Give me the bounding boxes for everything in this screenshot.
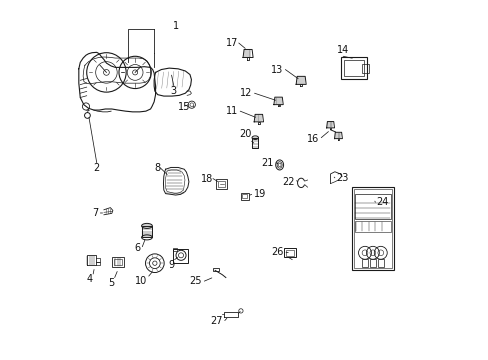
Text: 25: 25 xyxy=(189,276,202,286)
Bar xyxy=(353,189,391,268)
Text: 3: 3 xyxy=(170,86,177,96)
Text: 15: 15 xyxy=(178,102,190,112)
Text: 6: 6 xyxy=(134,243,140,253)
Bar xyxy=(354,221,390,232)
Text: 22: 22 xyxy=(282,177,294,187)
Bar xyxy=(354,194,390,220)
Bar xyxy=(362,64,368,73)
Bar xyxy=(142,226,152,237)
Bar xyxy=(173,248,177,251)
Text: 5: 5 xyxy=(108,278,115,288)
Text: 13: 13 xyxy=(270,64,283,75)
Bar xyxy=(377,259,383,267)
Text: 8: 8 xyxy=(154,163,160,173)
Text: 16: 16 xyxy=(306,134,319,144)
Bar xyxy=(213,267,219,271)
Bar xyxy=(217,181,225,187)
Text: 20: 20 xyxy=(239,129,251,139)
Bar xyxy=(344,60,363,76)
Bar xyxy=(362,259,367,267)
Text: 23: 23 xyxy=(335,173,347,183)
Text: 18: 18 xyxy=(200,174,212,184)
Text: 2: 2 xyxy=(93,163,100,173)
Bar xyxy=(285,249,293,256)
Bar xyxy=(351,187,393,270)
Text: 21: 21 xyxy=(261,158,273,168)
Bar xyxy=(242,194,247,198)
Text: 4: 4 xyxy=(87,274,93,284)
Bar xyxy=(369,259,375,267)
Text: 27: 27 xyxy=(209,316,222,325)
Bar xyxy=(241,193,248,200)
Bar xyxy=(341,57,366,78)
Bar xyxy=(251,138,258,148)
Text: 9: 9 xyxy=(168,260,174,270)
Bar xyxy=(284,248,296,257)
Text: 19: 19 xyxy=(253,189,265,199)
Bar xyxy=(173,249,188,263)
Bar xyxy=(215,179,227,189)
Text: 17: 17 xyxy=(226,38,238,48)
Text: 12: 12 xyxy=(240,88,252,98)
Text: 1: 1 xyxy=(173,21,179,31)
Text: 11: 11 xyxy=(225,106,238,116)
Text: 24: 24 xyxy=(376,197,388,207)
Bar xyxy=(114,259,122,265)
Text: 10: 10 xyxy=(134,276,147,286)
Text: 7: 7 xyxy=(92,208,98,218)
Text: 26: 26 xyxy=(271,247,284,257)
Bar xyxy=(112,257,124,267)
Text: 14: 14 xyxy=(336,45,348,55)
